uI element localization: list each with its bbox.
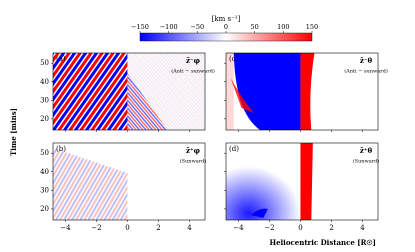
- heatmap-region: [226, 53, 234, 130]
- y-tick-label: 30: [40, 96, 49, 104]
- panel-tag: (c): [229, 55, 239, 63]
- x-axis-label: Heliocentric Distance [R☉]: [269, 238, 376, 247]
- heatmap-region: [53, 53, 128, 130]
- panel: (a) z̃⁻φ (Anti − sunward) 20 30 40 50: [40, 52, 215, 132]
- panel-note: (Sunward): [180, 158, 207, 165]
- panel-frame: [52, 52, 206, 131]
- heatmap-region: [127, 53, 205, 130]
- y-tick-label: 50: [40, 59, 49, 67]
- panel-quantity: z̃⁺θ: [360, 146, 373, 155]
- x-tick-label: 2: [156, 224, 160, 232]
- panel-quantity: z̃⁻φ: [186, 56, 200, 65]
- panel-tag: (d): [229, 145, 239, 153]
- y-tick-label: 40: [40, 168, 49, 176]
- panel-quantity: z̃⁺φ: [186, 146, 200, 155]
- panel: (d) z̃⁺θ (Sunward) −4 −2 0 2 4: [224, 142, 380, 232]
- panel-frame: [225, 142, 379, 221]
- x-tick-label: −2: [91, 224, 101, 232]
- panel-frame: [52, 142, 206, 221]
- y-tick-label: 40: [40, 78, 49, 86]
- panel-tag: (a): [56, 55, 66, 63]
- y-axis-label: Time [mins]: [9, 108, 18, 156]
- heatmap-region: [250, 208, 268, 218]
- heatmap: [53, 148, 128, 220]
- panel-note: (Anti − sunward): [171, 68, 215, 75]
- x-tick-label: −4: [60, 224, 71, 232]
- colorbar-tick-label: 150: [306, 23, 318, 31]
- colorbar-tick-label: −100: [160, 23, 178, 31]
- panel: (c) z̃⁻θ (Anti − sunward): [224, 52, 388, 132]
- heatmap-region: [53, 148, 128, 220]
- panel-frame: [225, 52, 379, 131]
- panel-note: (Anti − sunward): [344, 68, 388, 75]
- heatmap-region: [300, 53, 315, 130]
- x-tick-label: 4: [360, 224, 365, 232]
- heatmap-region: [230, 78, 254, 113]
- x-tick-label: −2: [264, 224, 274, 232]
- x-tick-label: 0: [298, 224, 302, 232]
- panel-note: (Sunward): [353, 158, 380, 165]
- y-tick-label: 30: [40, 186, 49, 194]
- panel-quantity: z̃⁻θ: [360, 56, 373, 65]
- heatmap: [226, 143, 313, 220]
- x-tick-label: −4: [233, 224, 244, 232]
- panel: (b) z̃⁺φ (Sunward) −4 −2 0 2 4 20 30 40 50: [40, 142, 207, 232]
- x-tick-label: 0: [125, 224, 129, 232]
- y-tick-label: 20: [40, 115, 49, 123]
- heatmap: [53, 53, 205, 130]
- heatmap-region: [300, 143, 313, 220]
- panel-tag: (b): [56, 145, 66, 153]
- colorbar-tick-label: 100: [277, 23, 289, 31]
- y-tick-label: 50: [40, 149, 49, 157]
- colorbar-tick-label: 0: [224, 23, 228, 31]
- colorbar-tick-label: −50: [190, 23, 204, 31]
- x-tick-label: 4: [187, 224, 192, 232]
- heatmap-region: [226, 153, 301, 220]
- colorbar-tick-label: −150: [131, 23, 149, 31]
- colorbar-label: [km s⁻¹]: [212, 15, 241, 23]
- colorbar: [139, 32, 313, 42]
- heatmap-region: [233, 53, 301, 130]
- y-tick-label: 20: [40, 205, 49, 213]
- heatmap: [226, 53, 315, 130]
- x-tick-label: 2: [329, 224, 333, 232]
- colorbar-tick-label: 50: [251, 23, 259, 31]
